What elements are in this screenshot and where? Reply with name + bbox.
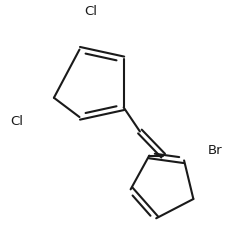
Text: Br: Br [207,144,222,157]
Text: Cl: Cl [84,5,98,18]
Text: Cl: Cl [10,115,23,128]
